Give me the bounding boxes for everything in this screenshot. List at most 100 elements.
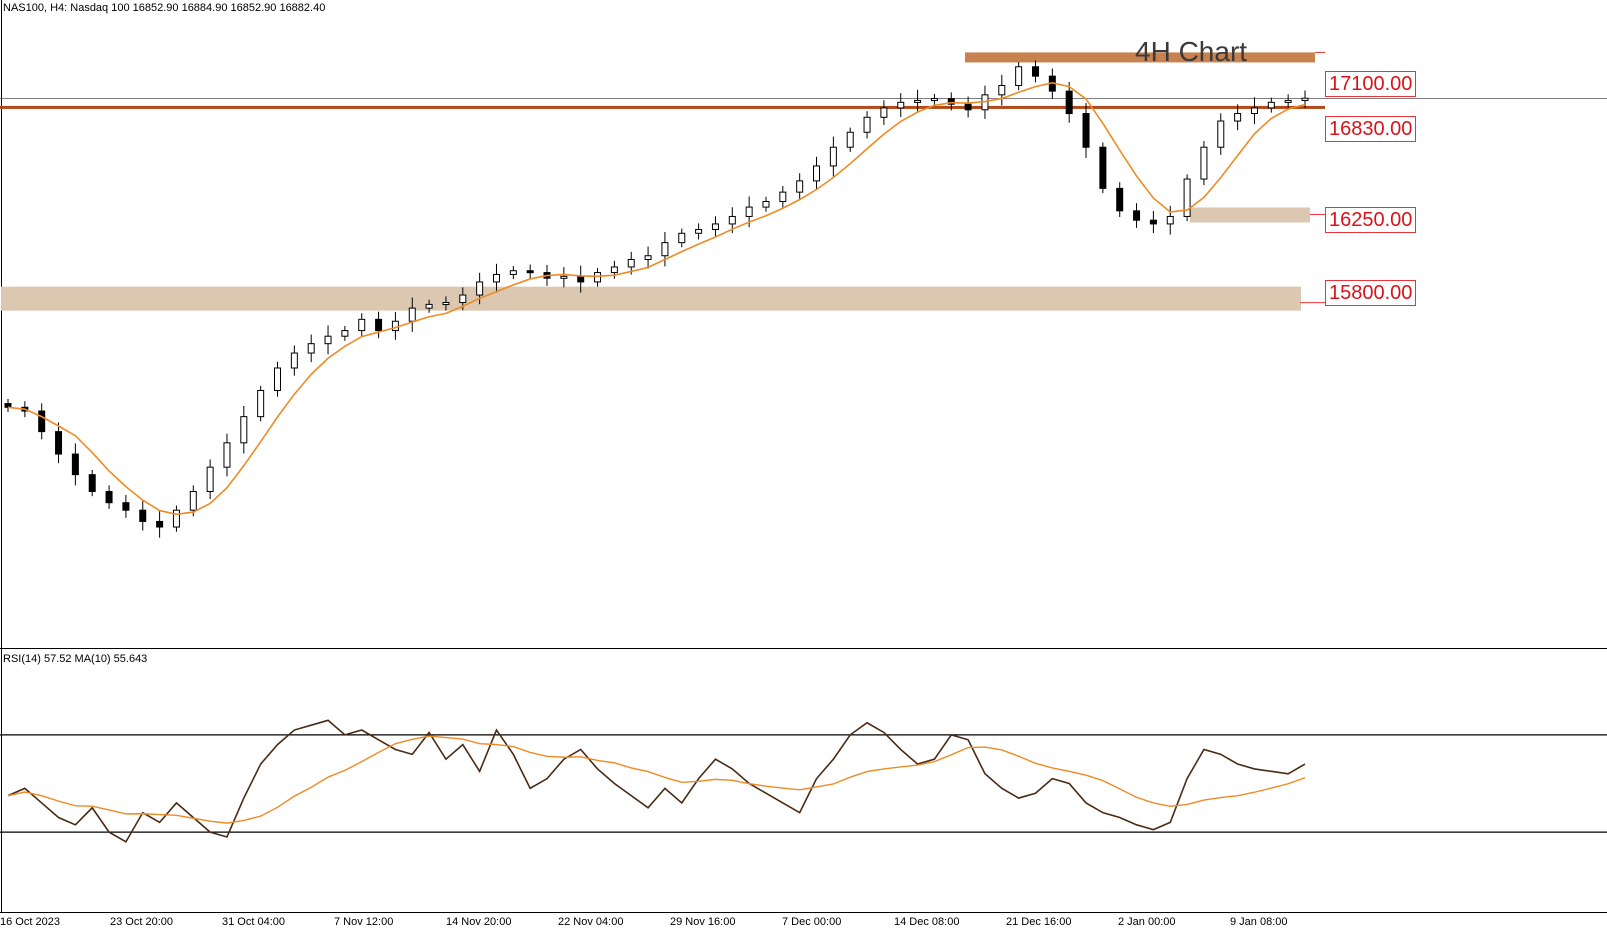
x-tick-label: 22 Nov 04:00 xyxy=(558,916,624,928)
level-label-16830[interactable]: 16830.00 xyxy=(1325,116,1417,142)
candle-body xyxy=(897,101,905,109)
candle-body xyxy=(1031,66,1039,77)
support-zone-15800 xyxy=(1,286,1301,311)
candle-body xyxy=(358,318,366,332)
x-tick-label: 16 Oct 2023 xyxy=(0,916,60,928)
x-tick-label: 14 Nov 20:00 xyxy=(446,916,512,928)
candle-body xyxy=(1200,146,1208,180)
candle-body xyxy=(880,107,888,118)
x-tick-label: 29 Nov 16:00 xyxy=(670,916,736,928)
candle-body xyxy=(779,191,787,202)
support-zone-16250 xyxy=(1190,207,1310,223)
candle-body xyxy=(728,215,736,225)
candle-body xyxy=(425,303,433,309)
rsi-line xyxy=(7,719,1306,843)
candle-body xyxy=(408,307,416,322)
candle-body xyxy=(914,99,922,103)
candle-body xyxy=(492,273,500,283)
candle-body xyxy=(1065,90,1073,115)
candle-body xyxy=(577,275,585,283)
level-label-17100[interactable]: 17100.00 xyxy=(1325,71,1417,97)
candle-body xyxy=(560,275,568,279)
candle-body xyxy=(964,103,972,111)
candle-body xyxy=(745,206,753,217)
candle-body xyxy=(661,242,669,257)
candle-body xyxy=(240,416,248,444)
candle-body xyxy=(88,474,96,492)
candle-body xyxy=(1234,113,1242,122)
candle-body xyxy=(307,343,315,354)
candle-body xyxy=(526,270,534,274)
candle-body xyxy=(1149,219,1157,225)
candle-body xyxy=(796,180,804,193)
candle-body xyxy=(813,165,821,182)
candle-body xyxy=(156,520,164,528)
candle-body xyxy=(476,281,484,296)
moving-average-line xyxy=(7,82,1306,516)
candle-body xyxy=(509,270,517,275)
candle-body xyxy=(998,84,1006,96)
candle-body xyxy=(1250,107,1258,115)
candle-body xyxy=(1267,101,1275,109)
x-tick-label: 31 Oct 04:00 xyxy=(222,916,285,928)
candle-body xyxy=(223,442,231,468)
candle-body xyxy=(290,352,298,369)
candle-body xyxy=(172,509,180,528)
candle-body xyxy=(324,335,332,345)
x-tick-label: 21 Dec 16:00 xyxy=(1006,916,1072,928)
level-label-16250[interactable]: 16250.00 xyxy=(1325,207,1417,233)
candle-body xyxy=(1015,66,1023,86)
candle-body xyxy=(274,367,282,391)
candle-body xyxy=(1116,187,1124,212)
candle-body xyxy=(695,229,703,234)
candle-body xyxy=(55,431,63,455)
candle-body xyxy=(1183,178,1191,217)
candle-body xyxy=(829,146,837,167)
candle-body xyxy=(206,466,214,492)
candle-body xyxy=(1082,113,1090,148)
candle-body xyxy=(71,453,79,476)
level-line-16830 xyxy=(0,105,1325,109)
candle-body xyxy=(610,266,618,274)
candle-body xyxy=(1099,146,1107,189)
candle-body xyxy=(1284,99,1292,103)
candle-body xyxy=(189,490,197,511)
candle-body xyxy=(122,502,130,511)
x-tick-label: 14 Dec 08:00 xyxy=(894,916,960,928)
candle-body xyxy=(139,509,147,522)
indicator-header: RSI(14) 57.52 MA(10) 55.643 xyxy=(3,653,148,665)
candle-body xyxy=(762,200,770,208)
candle-body xyxy=(38,410,46,433)
symbol-header: NAS100, H4: Nasdaq 100 16852.90 16884.90… xyxy=(3,2,326,14)
x-tick-label: 7 Dec 00:00 xyxy=(782,916,842,928)
candle-body xyxy=(341,330,349,337)
candle-body xyxy=(1217,120,1225,148)
candle-body xyxy=(459,294,467,304)
candle-body xyxy=(442,302,450,306)
candle-body xyxy=(930,98,938,102)
candle-body xyxy=(947,98,955,105)
candle-body xyxy=(594,272,602,283)
rsi-ma-line xyxy=(7,735,1306,824)
candle-body xyxy=(1133,210,1141,221)
candle-body xyxy=(105,490,113,504)
candle-body xyxy=(644,255,652,260)
level-label-15800[interactable]: 15800.00 xyxy=(1325,280,1417,306)
x-tick-label: 9 Jan 08:00 xyxy=(1230,916,1288,928)
candle-body xyxy=(1166,215,1174,225)
candle-body xyxy=(863,116,871,133)
x-tick-label: 7 Nov 12:00 xyxy=(334,916,394,928)
chart-title: 4H Chart xyxy=(1135,36,1248,67)
candle-body xyxy=(257,389,265,418)
candle-body xyxy=(1301,97,1309,101)
resistance-zone-17100 xyxy=(965,52,1315,63)
candle-body xyxy=(846,131,854,148)
candle-body xyxy=(375,318,383,332)
candle-body xyxy=(627,258,635,268)
candle-body xyxy=(711,223,719,231)
candle-body xyxy=(678,232,686,244)
candle-body xyxy=(391,320,399,332)
x-tick-label: 23 Oct 20:00 xyxy=(110,916,173,928)
